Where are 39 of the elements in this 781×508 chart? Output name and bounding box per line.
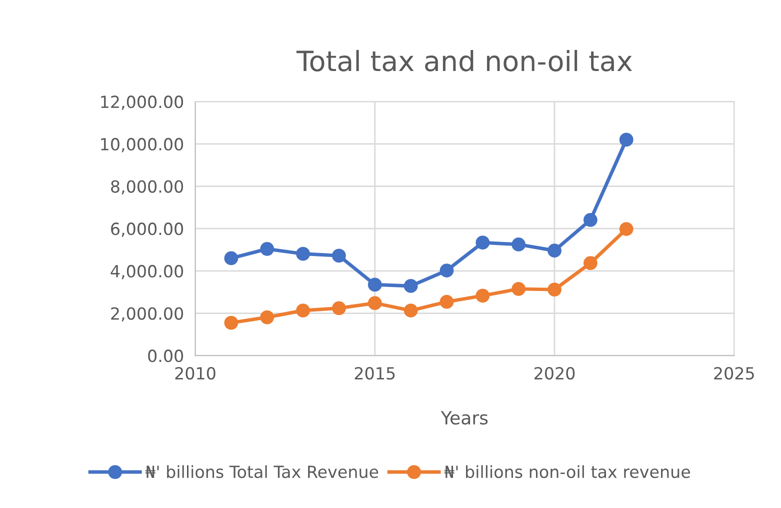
point bbox=[404, 304, 418, 318]
x-tick-label: 2020 bbox=[534, 367, 575, 380]
point bbox=[296, 304, 310, 318]
legend-label: ₦' billions Total Tax Revenue bbox=[145, 465, 378, 478]
y-tick-label: 6,000.00 bbox=[111, 222, 184, 237]
point bbox=[404, 279, 418, 293]
x-tick-label: 2010 bbox=[175, 367, 216, 380]
point bbox=[440, 294, 454, 309]
legend-label: ₦' billions non-oil tax revenue bbox=[444, 465, 690, 478]
point bbox=[476, 236, 490, 250]
x-tick-label: 2025 bbox=[714, 367, 754, 380]
point bbox=[332, 301, 346, 316]
chart-title: Total tax and non-oil tax bbox=[296, 50, 632, 72]
point bbox=[476, 288, 490, 303]
y-tick-label: 8,000.00 bbox=[111, 180, 184, 195]
point bbox=[260, 310, 274, 324]
point bbox=[583, 212, 598, 227]
point bbox=[368, 278, 382, 292]
y-tick-label: 10,000.00 bbox=[101, 138, 184, 152]
point bbox=[332, 248, 346, 263]
point bbox=[548, 282, 562, 297]
y-tick-label: 12,000.00 bbox=[101, 96, 184, 110]
y-tick-label: 2,000.00 bbox=[111, 307, 184, 322]
point bbox=[512, 238, 526, 252]
x-axis-title: Years bbox=[440, 411, 488, 425]
point bbox=[368, 296, 382, 310]
y-tick-label: 4,000.00 bbox=[110, 264, 184, 280]
point bbox=[440, 264, 454, 278]
point bbox=[224, 251, 238, 266]
x-tick-label: 2015 bbox=[354, 367, 395, 380]
point bbox=[548, 244, 562, 258]
point bbox=[224, 316, 238, 330]
point bbox=[619, 132, 634, 147]
y-tick-label: 0.00 bbox=[148, 350, 184, 362]
point bbox=[296, 246, 310, 261]
point bbox=[583, 256, 598, 270]
point bbox=[619, 222, 634, 236]
point bbox=[260, 242, 274, 256]
point bbox=[512, 282, 526, 296]
